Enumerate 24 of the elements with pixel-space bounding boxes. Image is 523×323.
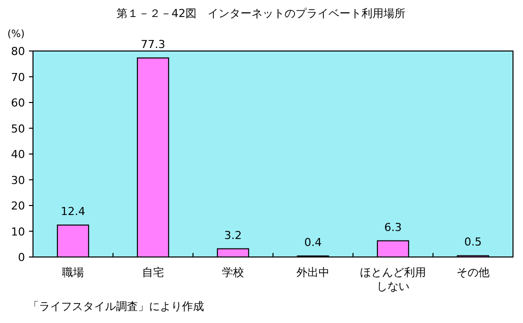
y-tick-label: 50 xyxy=(11,122,25,136)
y-tick-label: 10 xyxy=(11,225,25,238)
y-tick-label: 30 xyxy=(11,174,25,187)
y-tick-label: 20 xyxy=(11,200,25,212)
y-tick-label: 70 xyxy=(11,70,25,84)
y-tick-label: 0 xyxy=(18,251,25,264)
data-label: 12.4 xyxy=(60,205,86,218)
data-label: 0.4 xyxy=(304,236,322,249)
y-tick-label: 60 xyxy=(11,96,25,110)
x-tick-label: 学校 xyxy=(222,266,244,279)
x-tick-label: その他 xyxy=(456,266,490,279)
y-tick-label: 80 xyxy=(11,45,25,58)
y-tick-label: 40 xyxy=(11,148,25,161)
x-tick-label: 自宅 xyxy=(142,266,164,279)
chart-title: 第１－２－42図 インターネットのプライベート利用場所 xyxy=(116,7,406,20)
x-tick-label: ほとんど利用しない xyxy=(360,266,426,293)
x-tick-label: 職場 xyxy=(62,266,84,279)
data-label: 77.3 xyxy=(140,38,166,51)
data-label: 6.3 xyxy=(384,220,402,234)
data-label: 0.5 xyxy=(464,236,482,249)
data-label: 3.2 xyxy=(224,228,242,242)
x-tick-label: 外出中 xyxy=(296,266,330,279)
text: 「ライフスタイル調査」により作成 xyxy=(28,300,204,313)
y-axis-title: (%) xyxy=(7,29,25,40)
